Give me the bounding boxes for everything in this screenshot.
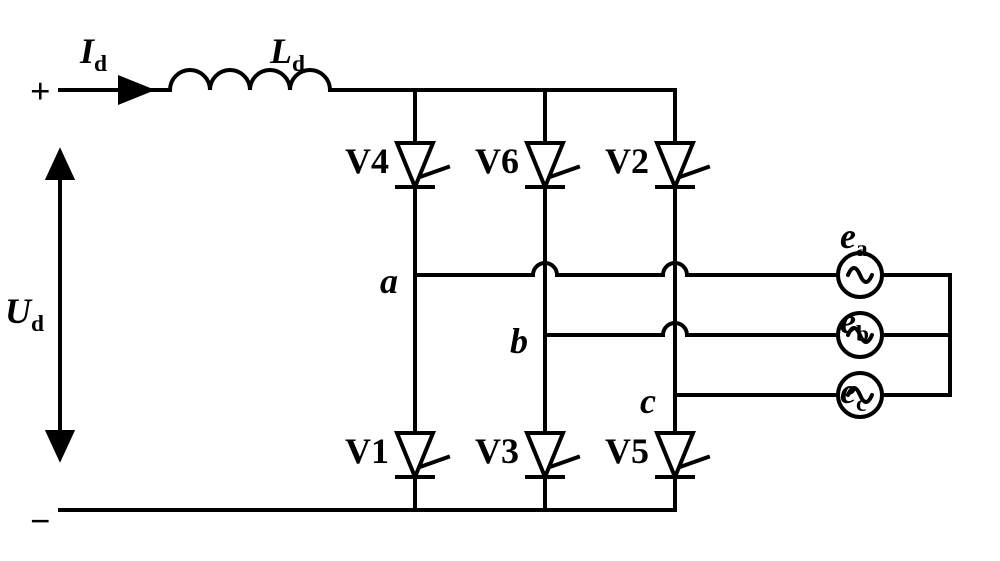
- node-b-label: b: [510, 320, 528, 362]
- Ld-label: Ld: [270, 30, 305, 78]
- V1-label: V1: [345, 430, 389, 472]
- V2-label: V2: [605, 140, 649, 182]
- ec-label: ec: [840, 370, 866, 418]
- minus-label: −: [30, 500, 51, 542]
- V6-label: V6: [475, 140, 519, 182]
- node-a-label: a: [380, 260, 398, 302]
- Ud-label: Ud: [5, 290, 44, 338]
- Id-label: Id: [80, 30, 107, 78]
- eb-label: eb: [840, 300, 869, 348]
- node-c-label: c: [640, 380, 656, 422]
- V5-label: V5: [605, 430, 649, 472]
- V4-label: V4: [345, 140, 389, 182]
- V3-label: V3: [475, 430, 519, 472]
- plus-label: +: [30, 70, 51, 112]
- ea-label: ea: [840, 215, 868, 263]
